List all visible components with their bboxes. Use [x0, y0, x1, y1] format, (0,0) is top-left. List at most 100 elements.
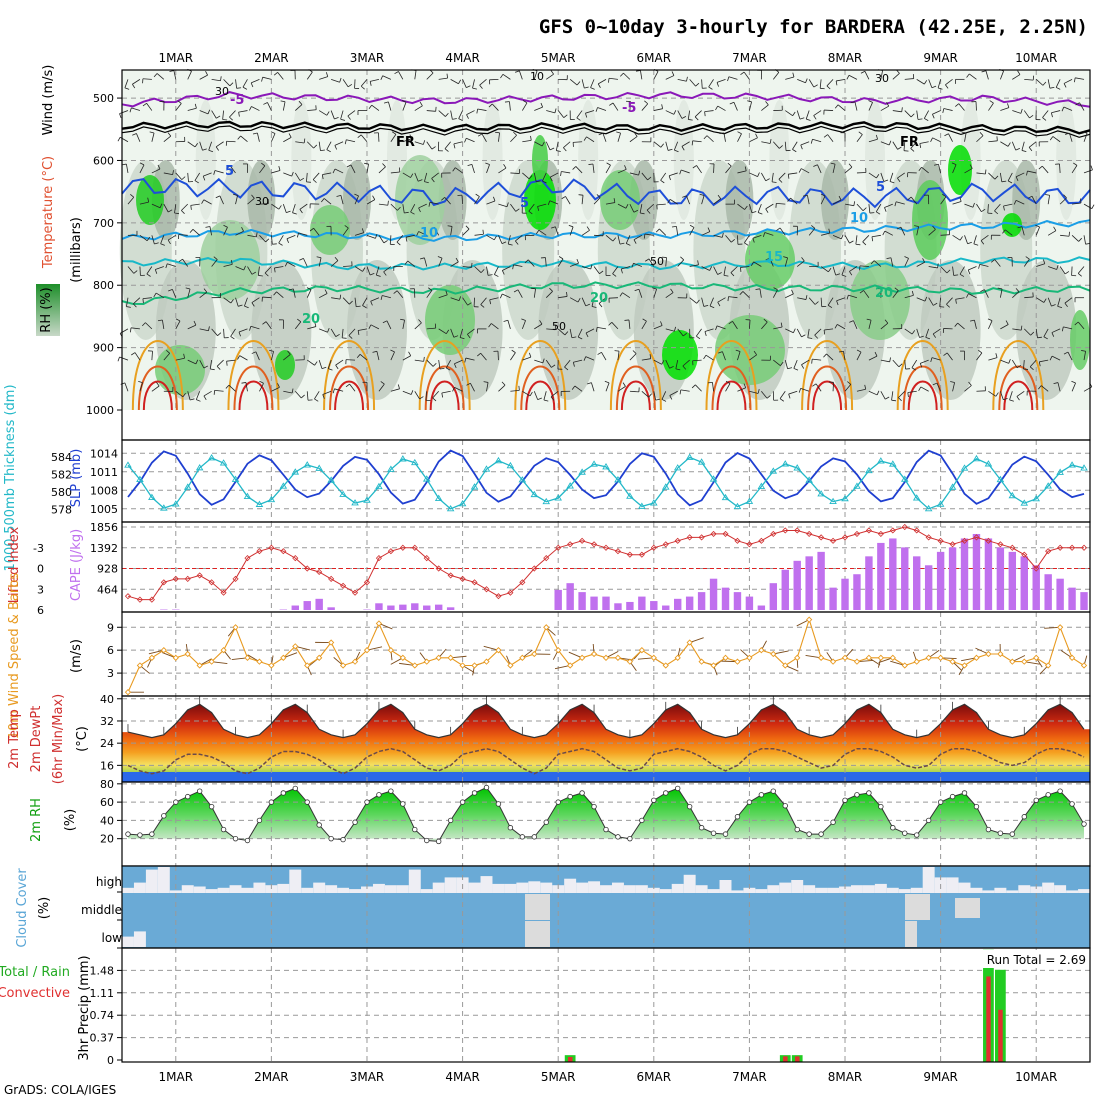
wind-barb: [974, 320, 977, 329]
wind-barb-feather: [177, 100, 182, 104]
rh-marker: [459, 799, 466, 805]
wind-barb-feather: [696, 299, 700, 304]
wind-barb: [534, 106, 543, 111]
cape-bar: [387, 605, 395, 610]
wind-barb-feather: [259, 380, 264, 384]
wind-barb: [519, 70, 523, 80]
wind-barb: [226, 359, 236, 362]
minmax-axis-label: (6hr Min/Max): [51, 694, 66, 784]
wind-barb-feather: [729, 101, 735, 105]
wind-barb: [257, 132, 260, 142]
wind-barb-feather: [501, 381, 506, 386]
lifted-index-marker: [579, 537, 586, 544]
cloud-bar-high: [181, 885, 194, 893]
thickness-marker: [709, 475, 718, 482]
wind-barb: [641, 358, 651, 361]
wind-barb-feather: [166, 350, 170, 354]
y-tick-label: 1.48: [90, 964, 115, 977]
wind-barb: [921, 166, 929, 174]
wind-barb: [151, 385, 160, 392]
wind-barb: [779, 227, 786, 236]
wind-barb-feather: [174, 212, 180, 215]
wind-barb-feather: [876, 174, 880, 179]
wind-barb: [916, 226, 919, 236]
thickness-marker: [984, 460, 993, 467]
wind-barb-feather: [261, 77, 264, 82]
wind-barb-feather: [1007, 180, 1013, 184]
wind-barb: [1047, 195, 1050, 205]
lifted-index-marker: [1057, 544, 1064, 551]
wind-barb: [366, 266, 371, 276]
wind-barb: [545, 291, 553, 298]
thickness-marker: [889, 460, 897, 467]
wind10m-marker: [602, 654, 610, 661]
wind-barb-feather: [453, 143, 456, 149]
wind-barb: [366, 199, 375, 205]
wind-barb-feather: [884, 319, 889, 324]
lifted-index-marker: [399, 544, 406, 551]
wind-barb: [1009, 391, 1013, 400]
isotherm-label: 20: [302, 312, 320, 327]
wind-barb-feather: [838, 350, 844, 353]
wind-barb: [773, 359, 781, 366]
lifted-index-marker: [985, 537, 992, 544]
wind-barb: [334, 168, 344, 174]
wind-barb: [687, 110, 691, 120]
wind-barb-feather: [244, 305, 249, 309]
wind-barb-feather: [1020, 108, 1023, 114]
wind-barb: [426, 72, 434, 80]
cape-bar: [554, 589, 562, 610]
thickness-marker: [614, 475, 622, 483]
wind-barb: [569, 297, 579, 303]
wind-barb-feather: [937, 263, 939, 268]
wind-barb: [402, 390, 412, 395]
rh-shade-area: [310, 205, 350, 255]
wind-barb: [382, 75, 392, 80]
rh2m-unit-label: (%): [63, 809, 78, 832]
wind-barb-feather: [715, 325, 718, 331]
lifted-index-marker: [865, 527, 872, 534]
wind-barb: [124, 382, 129, 392]
wind-barb: [474, 266, 482, 273]
wind-barb-feather: [1038, 165, 1043, 170]
wind-barb: [826, 79, 834, 87]
wind-barb-feather: [314, 361, 318, 366]
wind-barb: [396, 235, 404, 243]
wind-barb: [502, 293, 511, 299]
wind-barb-feather: [357, 330, 360, 335]
wind-barb-feather: [130, 327, 132, 333]
wind-barb-feather: [708, 86, 713, 90]
wind-barb-feather: [396, 241, 401, 246]
wind-barb-feather: [1029, 366, 1034, 371]
cloud-bar-high: [743, 887, 756, 893]
wind-barb-feather: [551, 364, 556, 368]
surface-isotherm-arch: [514, 340, 567, 411]
wind-barb-feather: [762, 232, 766, 237]
wind10m-marker: [973, 654, 980, 661]
wind-barb: [270, 351, 274, 361]
wind-barb-feather: [550, 70, 554, 75]
cloud-bar-high: [874, 883, 887, 893]
wind-barb-feather: [362, 267, 366, 272]
wind-barb: [1057, 382, 1061, 392]
rh-marker: [340, 836, 346, 843]
lifted-index-marker: [459, 575, 466, 582]
rh-marker: [364, 799, 370, 805]
wind-barb: [792, 141, 798, 150]
wind-barb: [617, 133, 621, 142]
wind-barb-feather: [787, 367, 793, 370]
wind-barb-feather: [1043, 336, 1048, 340]
wind-barb-feather: [129, 107, 132, 113]
wind-barb-feather: [1001, 180, 1007, 183]
cape-bar: [757, 605, 766, 610]
isotherm-label: FR: [396, 135, 415, 150]
wind-barb-feather: [1042, 81, 1047, 86]
wind-barb: [692, 140, 702, 143]
wind10m-marker: [889, 654, 896, 661]
wind-barb-feather: [858, 131, 863, 135]
cloud-bar-high: [1006, 890, 1019, 893]
wind-barb-feather: [213, 170, 216, 175]
wind-barb: [749, 319, 751, 329]
dewpt-axis-label: 2m DewPt: [29, 706, 44, 773]
lifted-index-marker: [1080, 544, 1088, 551]
